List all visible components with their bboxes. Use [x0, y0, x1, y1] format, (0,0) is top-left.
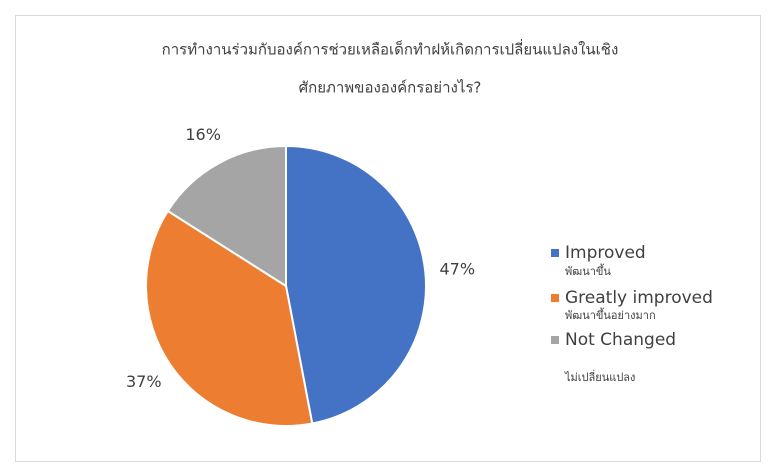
legend-label: Not Changed: [565, 330, 676, 350]
data-label: 37%: [126, 372, 162, 391]
legend-label: Greatly improved: [565, 288, 713, 308]
legend-swatch: [551, 249, 559, 257]
chart-title: ศักยภาพขององค์กรอย่างไร?: [299, 79, 482, 97]
legend-label: Improved: [565, 243, 646, 263]
legend-sublabel: พัฒนาขึ้นอย่างมาก: [565, 307, 656, 322]
data-label: 47%: [439, 259, 475, 278]
legend-swatch: [551, 294, 559, 302]
pie-slice: [166, 144, 287, 288]
pie-slice: [285, 144, 427, 425]
legend-swatch: [551, 336, 559, 344]
legend-sublabel: พัฒนาขึ้น: [565, 263, 611, 278]
chart-title: การทำงานร่วมกับองค์การช่วยเหลือเด็กทำฝห้…: [162, 39, 619, 59]
data-label: 16%: [185, 125, 221, 144]
legend-sublabel: ไม่เปลี่ยนแปลง: [564, 369, 635, 384]
pie-slice: [145, 209, 314, 427]
